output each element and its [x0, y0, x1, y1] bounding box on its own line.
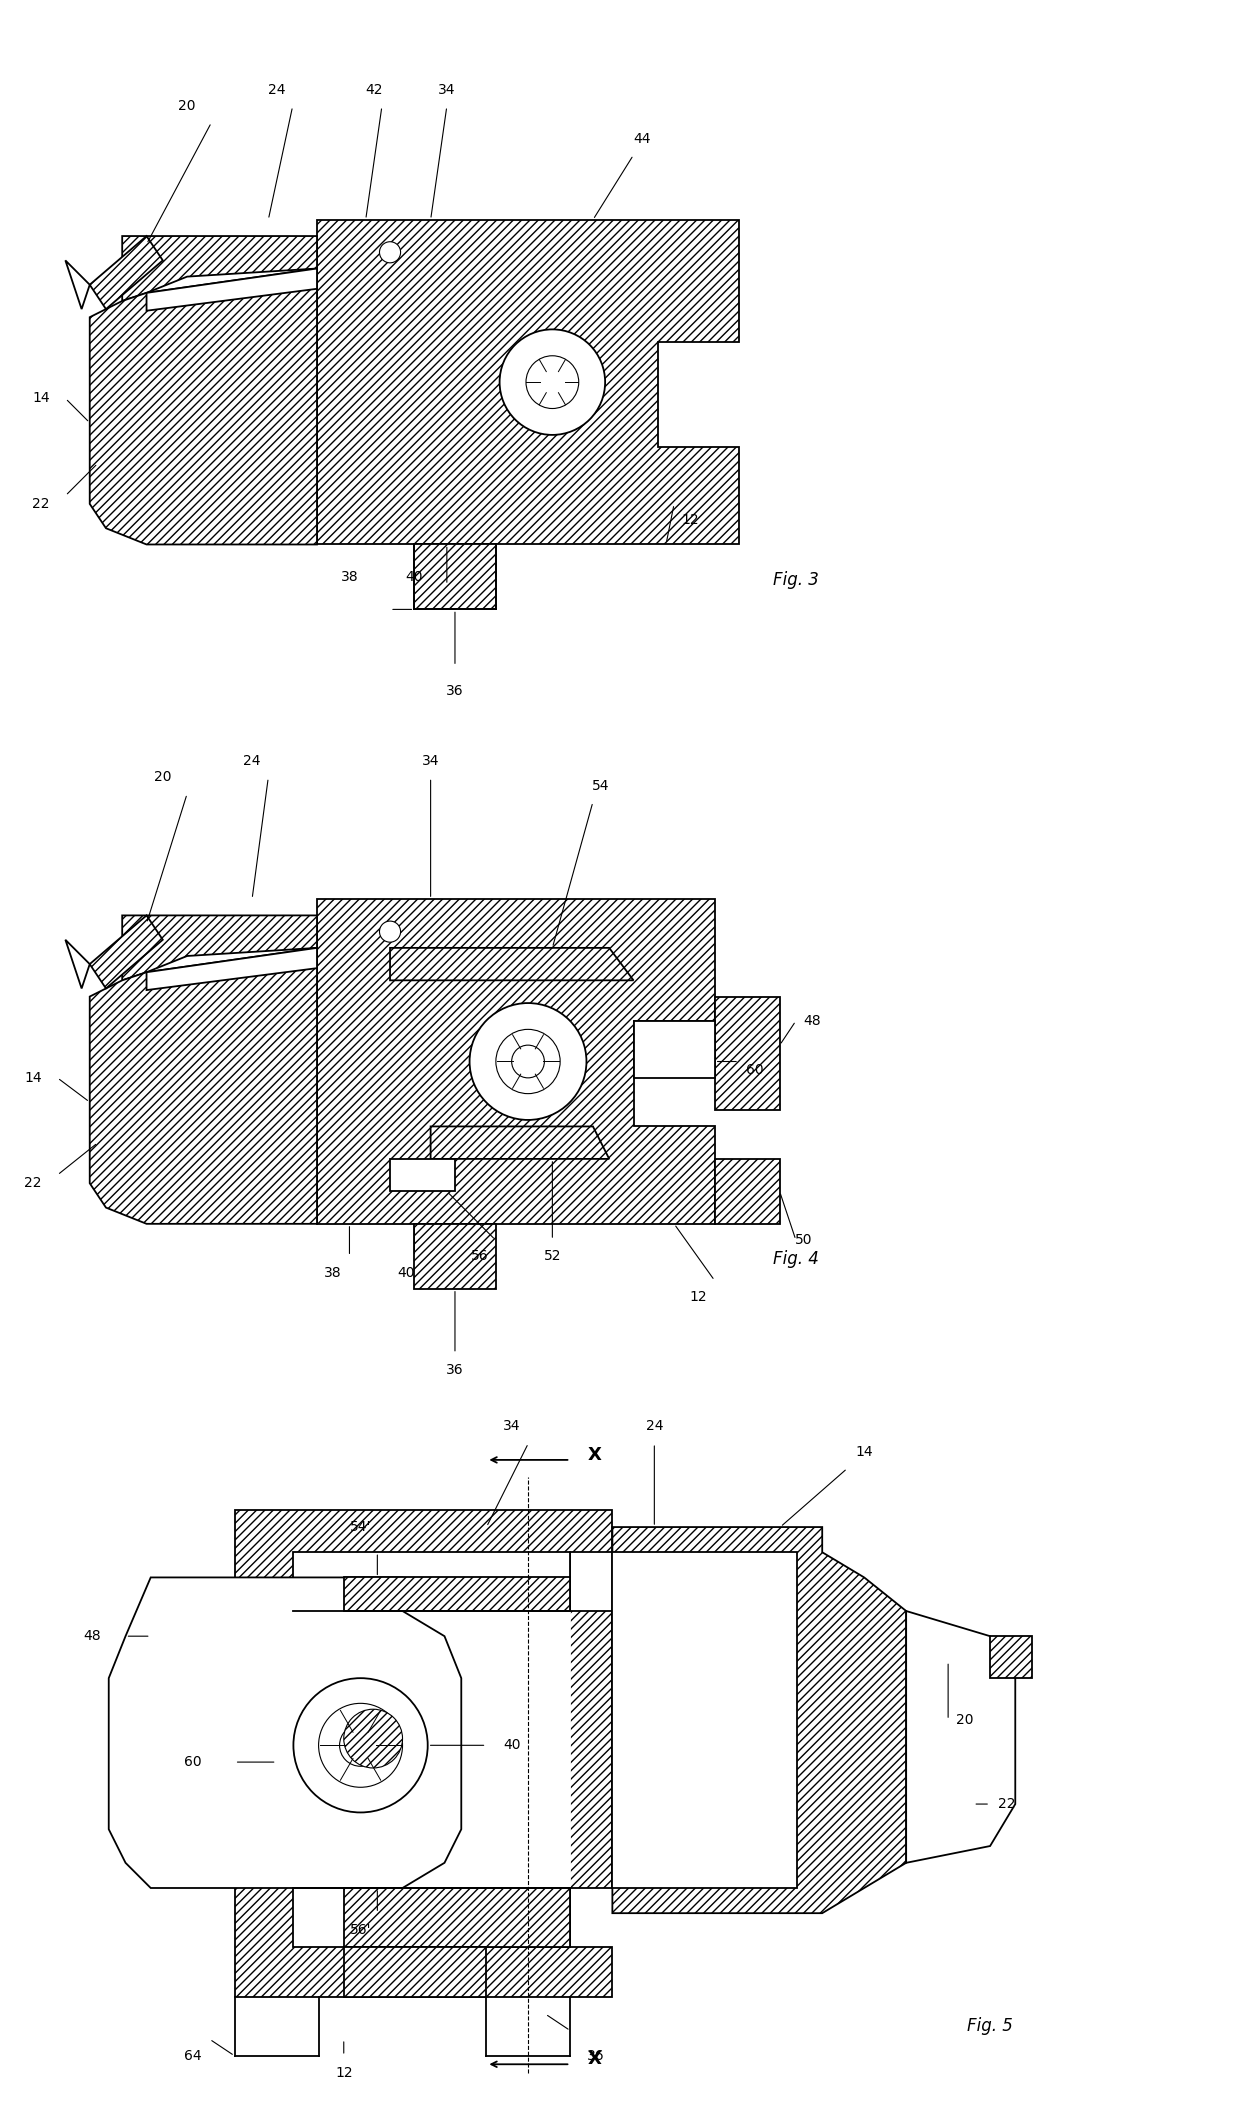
Polygon shape — [613, 1552, 797, 1887]
Text: 48: 48 — [83, 1628, 100, 1643]
Polygon shape — [146, 267, 317, 310]
Text: 14: 14 — [856, 1444, 873, 1459]
Polygon shape — [634, 1021, 714, 1078]
Text: 60: 60 — [184, 1756, 201, 1768]
Polygon shape — [317, 900, 714, 1223]
Polygon shape — [294, 1611, 570, 1887]
Polygon shape — [146, 947, 317, 989]
Polygon shape — [294, 1887, 570, 1947]
Polygon shape — [234, 1509, 613, 1998]
Circle shape — [512, 1045, 544, 1078]
Text: 22: 22 — [32, 497, 50, 512]
Text: 54': 54' — [350, 1520, 371, 1535]
Polygon shape — [317, 221, 739, 543]
Text: 14: 14 — [24, 1070, 42, 1085]
Polygon shape — [906, 1611, 1016, 1862]
Text: 64: 64 — [184, 2049, 201, 2064]
Text: 42: 42 — [365, 83, 383, 98]
Text: 14: 14 — [32, 391, 50, 405]
Circle shape — [496, 1030, 560, 1093]
Text: 12: 12 — [682, 514, 699, 527]
Text: 34: 34 — [438, 83, 455, 98]
Text: 22: 22 — [998, 1796, 1016, 1811]
Text: 20: 20 — [154, 771, 171, 783]
Text: 34: 34 — [422, 754, 439, 769]
Text: 24: 24 — [646, 1420, 663, 1433]
Text: 38: 38 — [325, 1265, 342, 1280]
Polygon shape — [294, 1552, 570, 1611]
Circle shape — [379, 242, 401, 263]
Text: 56': 56' — [350, 1923, 371, 1936]
Text: 40: 40 — [405, 569, 423, 584]
Polygon shape — [613, 1526, 906, 1913]
Circle shape — [500, 329, 605, 435]
Circle shape — [379, 921, 401, 943]
Text: Fig. 5: Fig. 5 — [967, 2017, 1013, 2034]
Polygon shape — [714, 996, 780, 1110]
Text: 22: 22 — [24, 1176, 42, 1191]
Polygon shape — [89, 915, 162, 989]
Text: 54: 54 — [593, 779, 610, 792]
Text: Fig. 4: Fig. 4 — [773, 1250, 818, 1267]
Text: 36: 36 — [446, 1363, 464, 1378]
Circle shape — [319, 1703, 403, 1788]
Circle shape — [343, 1709, 403, 1768]
Polygon shape — [714, 1159, 780, 1223]
Text: 12: 12 — [689, 1291, 707, 1304]
Text: 20: 20 — [956, 1713, 973, 1728]
Polygon shape — [109, 1577, 461, 1887]
Text: 24: 24 — [268, 83, 285, 98]
Text: 20: 20 — [179, 100, 196, 113]
Polygon shape — [89, 947, 317, 1223]
Circle shape — [340, 1724, 382, 1766]
Text: X: X — [588, 1446, 601, 1465]
Polygon shape — [89, 236, 162, 310]
Text: 36: 36 — [446, 684, 464, 698]
Polygon shape — [414, 1223, 496, 1289]
Text: 24: 24 — [243, 754, 260, 769]
Text: 60: 60 — [746, 1064, 764, 1076]
Text: Fig. 3: Fig. 3 — [773, 571, 818, 588]
Polygon shape — [430, 1127, 609, 1159]
Text: 34: 34 — [503, 1420, 521, 1433]
Text: X: X — [588, 2051, 601, 2068]
Polygon shape — [89, 267, 317, 543]
Polygon shape — [343, 1887, 570, 1947]
Text: 44: 44 — [632, 132, 651, 146]
Text: 40: 40 — [398, 1265, 415, 1280]
Polygon shape — [391, 1159, 455, 1191]
Text: 12: 12 — [335, 2066, 352, 2081]
Polygon shape — [343, 1577, 570, 1611]
Polygon shape — [66, 261, 89, 310]
Polygon shape — [123, 236, 317, 301]
Text: 52: 52 — [543, 1248, 562, 1263]
Circle shape — [470, 1002, 587, 1121]
Polygon shape — [990, 1637, 1032, 1677]
Circle shape — [526, 357, 579, 408]
Polygon shape — [343, 1947, 486, 1998]
Text: 48: 48 — [804, 1015, 821, 1028]
Polygon shape — [391, 947, 634, 981]
Text: 38: 38 — [341, 569, 358, 584]
Polygon shape — [66, 940, 89, 989]
Polygon shape — [414, 543, 496, 609]
Polygon shape — [123, 915, 317, 981]
Text: 56: 56 — [470, 1248, 489, 1263]
Text: 50: 50 — [795, 1233, 812, 1246]
Text: 36: 36 — [587, 2049, 604, 2064]
Circle shape — [294, 1677, 428, 1813]
Text: 40: 40 — [503, 1739, 521, 1751]
